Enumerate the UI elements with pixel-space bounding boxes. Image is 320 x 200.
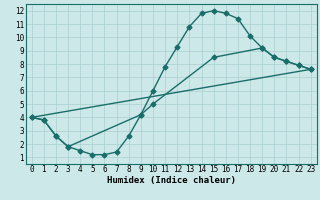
X-axis label: Humidex (Indice chaleur): Humidex (Indice chaleur) [107,176,236,185]
